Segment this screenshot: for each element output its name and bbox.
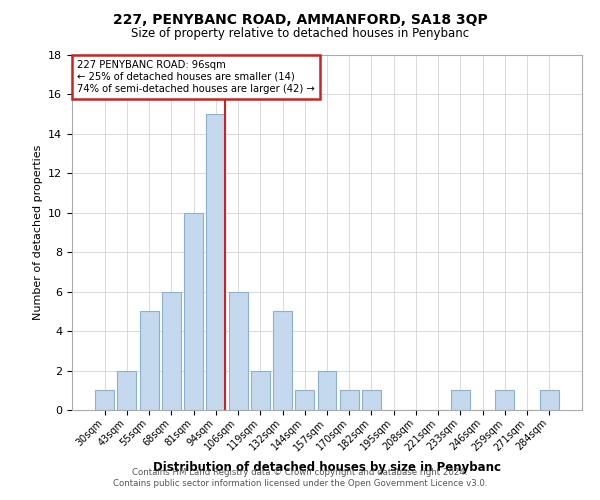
Y-axis label: Number of detached properties: Number of detached properties <box>32 145 43 320</box>
X-axis label: Distribution of detached houses by size in Penybanc: Distribution of detached houses by size … <box>153 461 501 474</box>
Text: 227 PENYBANC ROAD: 96sqm
← 25% of detached houses are smaller (14)
74% of semi-d: 227 PENYBANC ROAD: 96sqm ← 25% of detach… <box>77 60 315 94</box>
Bar <box>162 292 181 410</box>
Bar <box>118 370 136 410</box>
Bar <box>295 390 314 410</box>
Text: 227, PENYBANC ROAD, AMMANFORD, SA18 3QP: 227, PENYBANC ROAD, AMMANFORD, SA18 3QP <box>113 12 487 26</box>
Bar <box>206 114 225 410</box>
Bar <box>140 312 158 410</box>
Bar <box>340 390 359 410</box>
Bar <box>251 370 270 410</box>
Bar <box>273 312 292 410</box>
Bar <box>451 390 470 410</box>
Bar <box>362 390 381 410</box>
Text: Size of property relative to detached houses in Penybanc: Size of property relative to detached ho… <box>131 28 469 40</box>
Bar <box>184 213 203 410</box>
Bar <box>540 390 559 410</box>
Bar <box>317 370 337 410</box>
Text: Contains HM Land Registry data © Crown copyright and database right 2024.
Contai: Contains HM Land Registry data © Crown c… <box>113 468 487 487</box>
Bar <box>229 292 248 410</box>
Bar <box>95 390 114 410</box>
Bar <box>496 390 514 410</box>
